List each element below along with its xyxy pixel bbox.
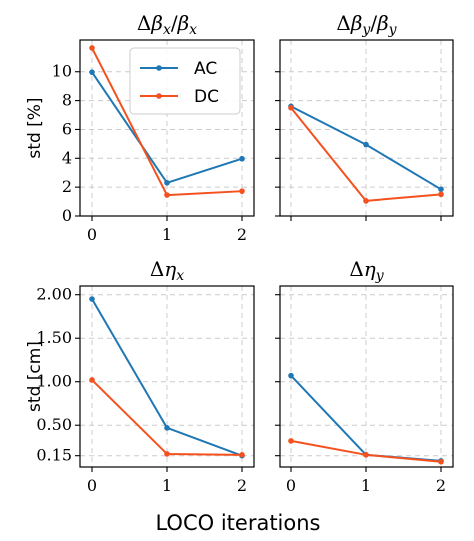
data-point-dc [239, 452, 245, 458]
subplot-title: Δηx [150, 257, 184, 284]
axes-frame [279, 39, 454, 217]
legend: AC DC [129, 47, 241, 115]
legend-box [129, 47, 241, 115]
x-tick-label: 1 [162, 225, 172, 244]
data-point-dc [363, 198, 369, 204]
x-tick-label: 1 [361, 476, 371, 495]
y-tick-label: 8 [62, 91, 72, 110]
x-tick-label: 0 [87, 225, 97, 244]
subplot-4: 0 1 2 Δηy [275, 257, 454, 495]
y-tick-label: 2.00 [36, 285, 72, 304]
data-point-dc [89, 45, 95, 51]
data-point-dc [164, 451, 170, 457]
legend-marker-ac [156, 65, 162, 71]
y-axis-label: std [cm] [25, 341, 45, 412]
data-point-ac [164, 425, 170, 431]
data-point-ac [438, 186, 444, 193]
subplot-title: Δβy/βy [336, 11, 397, 38]
x-tick-label: 2 [436, 476, 446, 495]
legend-marker-dc [156, 93, 162, 99]
data-point-dc [239, 188, 245, 194]
y-tick-label: 1.50 [36, 328, 72, 347]
data-point-dc [164, 192, 170, 198]
y-tick-label: 4 [62, 148, 72, 167]
y-tick-label: 0 [62, 206, 72, 225]
legend-label-dc: DC [194, 87, 219, 107]
y-tick-label: 0.50 [36, 415, 72, 434]
y-tick-label: 1.00 [36, 372, 72, 391]
x-tick-label: 0 [87, 476, 97, 495]
x-tick-label: 2 [237, 225, 247, 244]
x-axis-label: LOCO iterations [155, 511, 320, 535]
data-point-dc [89, 377, 95, 383]
subplot-3: 0.15 0.50 1.00 1.50 2.00 0 1 2 Δηx std [cm] [25, 257, 255, 495]
data-point-dc [363, 452, 369, 458]
data-point-dc [288, 438, 294, 444]
x-tick-label: 1 [162, 476, 172, 495]
y-tick-label: 2 [62, 177, 72, 196]
data-point-ac [288, 372, 294, 379]
y-tick-label: 10 [52, 62, 72, 81]
y-axis-label: std [%] [25, 97, 45, 158]
data-point-ac [239, 155, 245, 162]
data-point-ac [164, 180, 170, 186]
data-point-dc [438, 191, 444, 198]
y-tick-label: 6 [62, 119, 72, 138]
y-tick-label: 0.15 [36, 446, 72, 465]
subplot-2: Δβy/βy [275, 11, 454, 221]
legend-label-ac: AC [194, 59, 217, 79]
data-point-dc [288, 105, 294, 111]
subplot-title: Δηy [349, 257, 384, 284]
data-point-ac [89, 296, 95, 302]
data-point-ac [363, 141, 369, 148]
data-point-ac [89, 69, 95, 75]
x-tick-label: 0 [286, 476, 296, 495]
subplot-1: 0 2 4 6 8 10 0 1 2 Δβx/βx std [%] [25, 11, 255, 244]
subplot-title: Δβx/βx [137, 11, 197, 38]
data-point-dc [438, 458, 444, 465]
x-tick-label: 2 [237, 476, 247, 495]
